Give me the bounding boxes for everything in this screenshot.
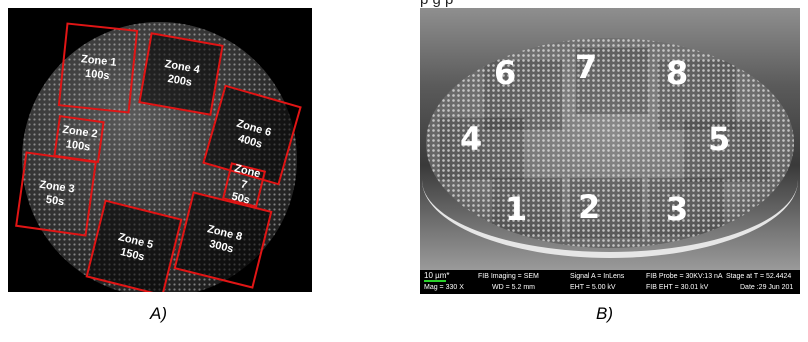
fib-eht-text: FIB EHT = 30.01 kV [646, 284, 709, 291]
zone-number-7: 7 [575, 48, 598, 86]
zone-1-box: Zone 1 100s [57, 22, 139, 114]
panel-a-label: A) [150, 304, 167, 323]
zone-1-time: 100s [84, 67, 111, 83]
mag-text: Mag = 330 X [424, 284, 464, 291]
fib-probe-text: FIB Probe = 30KV:13 nA [646, 273, 723, 280]
signal-text: Signal A = InLens [570, 273, 625, 280]
zone-number-1: 1 [505, 190, 528, 228]
sem-image: 1 2 3 4 5 6 7 8 10 µm* Mag = 330 X FIB I… [420, 8, 800, 294]
zone-number-4: 4 [460, 120, 483, 158]
zone-number-8: 8 [666, 54, 689, 92]
zone-number-3: 3 [666, 190, 689, 228]
stage-text: Stage at T = 52.4424 [726, 273, 792, 280]
scale-text: 10 µm* [424, 271, 450, 280]
scale-bar [424, 280, 446, 282]
panel-b-label: B) [596, 304, 613, 323]
zone-number-5: 5 [708, 120, 731, 158]
cropped-caption-text: p g p [420, 0, 453, 8]
zone-number-2: 2 [578, 188, 601, 226]
sem-info-bar: 10 µm* Mag = 330 X FIB Imaging = SEM WD … [420, 270, 800, 294]
zone-number-6: 6 [494, 54, 517, 92]
fib-imaging-text: FIB Imaging = SEM [478, 273, 539, 280]
zone-3-box: Zone 3 50s [15, 151, 97, 237]
disc-rim [422, 128, 798, 258]
eht-text: EHT = 5.00 kV [570, 284, 616, 291]
date-text: Date :29 Jun 201 [740, 284, 794, 291]
zone-4-box: Zone 4 200s [138, 32, 224, 116]
wd-text: WD = 5.2 mm [492, 284, 535, 291]
zone-map-image: Zone 1 100s Zone 2 100s Zone 3 50s Zone 4 20… [8, 8, 312, 292]
